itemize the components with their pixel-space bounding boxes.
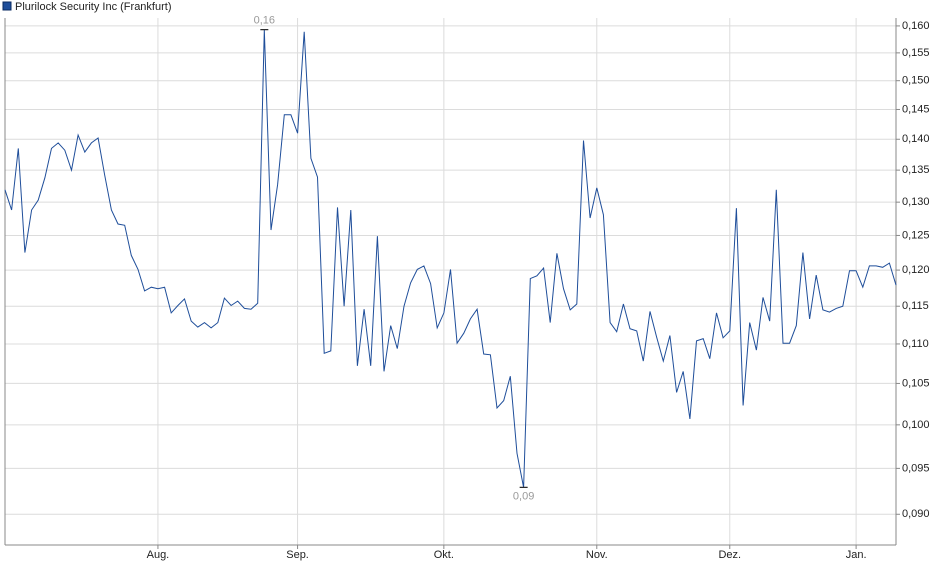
y-tick-label: 0,115 bbox=[902, 300, 929, 312]
extreme-label: 0,16 bbox=[254, 15, 275, 27]
y-tick-label: 0,160 bbox=[902, 20, 930, 32]
y-tick-label: 0,110 bbox=[902, 338, 929, 350]
price-line bbox=[4, 29, 897, 488]
y-tick-label: 0,095 bbox=[902, 462, 930, 474]
y-tick-label: 0,145 bbox=[902, 103, 930, 115]
x-tick-label: Sep. bbox=[286, 549, 309, 561]
y-tick-label: 0,120 bbox=[902, 264, 930, 276]
x-tick-label: Dez. bbox=[718, 549, 741, 561]
y-tick-label: 0,090 bbox=[902, 508, 930, 520]
x-tick-label: Jan. bbox=[846, 549, 867, 561]
y-tick-label: 0,130 bbox=[902, 196, 930, 208]
y-tick-label: 0,155 bbox=[902, 47, 930, 59]
x-tick-label: Aug. bbox=[147, 549, 170, 561]
y-tick-label: 0,105 bbox=[902, 377, 930, 389]
extreme-label: 0,09 bbox=[513, 490, 534, 502]
y-tick-label: 0,125 bbox=[902, 229, 930, 241]
y-tick-label: 0,150 bbox=[902, 75, 930, 87]
y-tick-label: 0,135 bbox=[902, 164, 930, 176]
y-tick-label: 0,140 bbox=[902, 133, 930, 145]
legend-label: Plurilock Security Inc (Frankfurt) bbox=[15, 1, 171, 13]
x-tick-label: Okt. bbox=[434, 549, 454, 561]
plot-area bbox=[5, 18, 896, 545]
y-tick-label: 0,100 bbox=[902, 419, 930, 431]
legend-swatch bbox=[2, 1, 12, 11]
x-tick-label: Nov. bbox=[586, 549, 608, 561]
